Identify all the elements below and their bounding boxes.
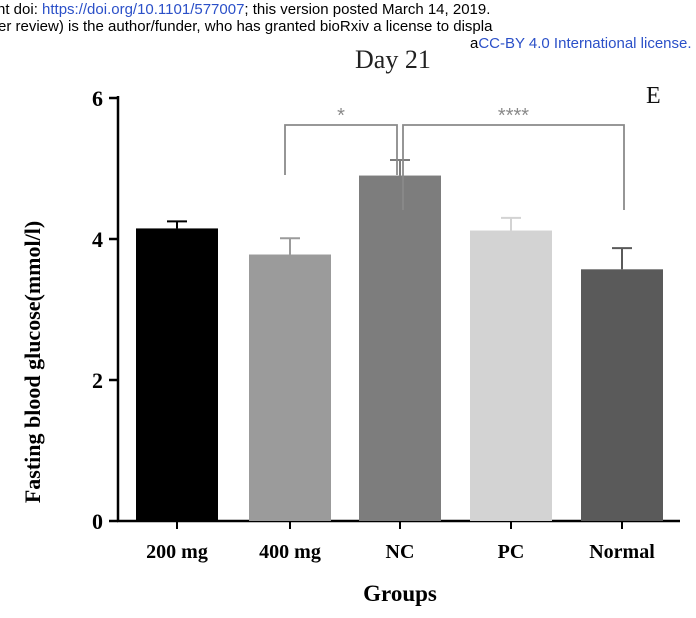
y-axis-label: Fasting blood glucose(mmol/l) [20, 221, 45, 503]
y-tick-label-6: 6 [92, 86, 103, 111]
bar-400-mg [249, 254, 331, 521]
significance-bracket-2 [402, 124, 625, 210]
significance-label-1: * [337, 105, 345, 127]
x-axis-label: Groups [363, 581, 437, 606]
y-tick-label-2: 2 [92, 368, 103, 393]
x-tick-label-normal: Normal [589, 541, 655, 563]
doi-link[interactable]: https://doi.org/10.1101/577007 [42, 1, 245, 18]
bar-normal [581, 269, 663, 521]
x-tick-label-nc: NC [386, 541, 415, 563]
bar-200-mg [136, 228, 218, 522]
chart-title: Day 21 [355, 45, 431, 74]
x-tick-label-400-mg: 400 mg [259, 541, 321, 563]
copyright-line: er review) is the author/funder, who has… [0, 18, 493, 35]
significance-label-2: **** [498, 105, 529, 127]
license-line: aCC-BY 4.0 International license. [470, 36, 692, 52]
doi-prefix-text: nt doi: [0, 1, 43, 18]
significance-bracket-1 [284, 124, 398, 175]
y-tick-label-4: 4 [92, 227, 103, 252]
x-tick-label-pc: PC [498, 541, 525, 563]
y-tick-label-0: 0 [92, 509, 103, 534]
bar-nc [359, 175, 441, 522]
license-link[interactable]: CC-BY 4.0 International license. [478, 35, 692, 52]
x-tick-label-200-mg: 200 mg [146, 541, 208, 563]
license-prefix-text: a [470, 35, 479, 52]
bar-pc [470, 230, 552, 522]
posted-date-text: ; this version posted March 14, 2019. [244, 1, 491, 18]
preprint-doi-line: nt doi: https://doi.org/10.1101/577007; … [0, 2, 490, 18]
panel-label: E [646, 83, 661, 109]
